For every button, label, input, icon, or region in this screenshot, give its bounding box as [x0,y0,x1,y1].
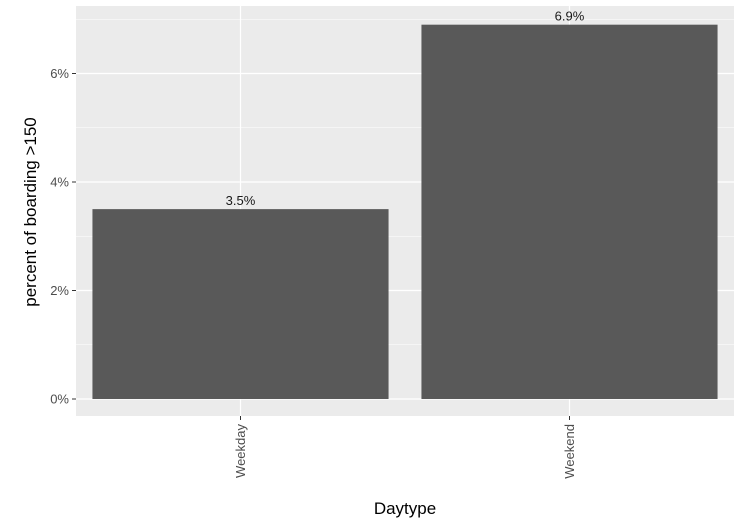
y-axis: 0% 2% 4% 6% [50,66,76,407]
y-tick-label: 0% [50,392,69,407]
bar-weekend [421,24,718,400]
x-axis: Weekday Weekend [233,416,577,479]
bar-labels: 3.5% 6.9% [226,9,585,208]
x-axis-title: Daytype [374,499,436,518]
bar-weekday [92,209,389,399]
x-tick-label: Weekday [233,424,248,478]
y-tick-label: 4% [50,175,69,190]
y-tick-label: 6% [50,66,69,81]
bar-value-label: 3.5% [226,193,256,208]
y-axis-title: percent of boarding >150 [21,117,40,307]
x-tick-label: Weekend [562,424,577,479]
bar-value-label: 6.9% [555,9,585,24]
y-tick-label: 2% [50,283,69,298]
bars [92,24,718,400]
